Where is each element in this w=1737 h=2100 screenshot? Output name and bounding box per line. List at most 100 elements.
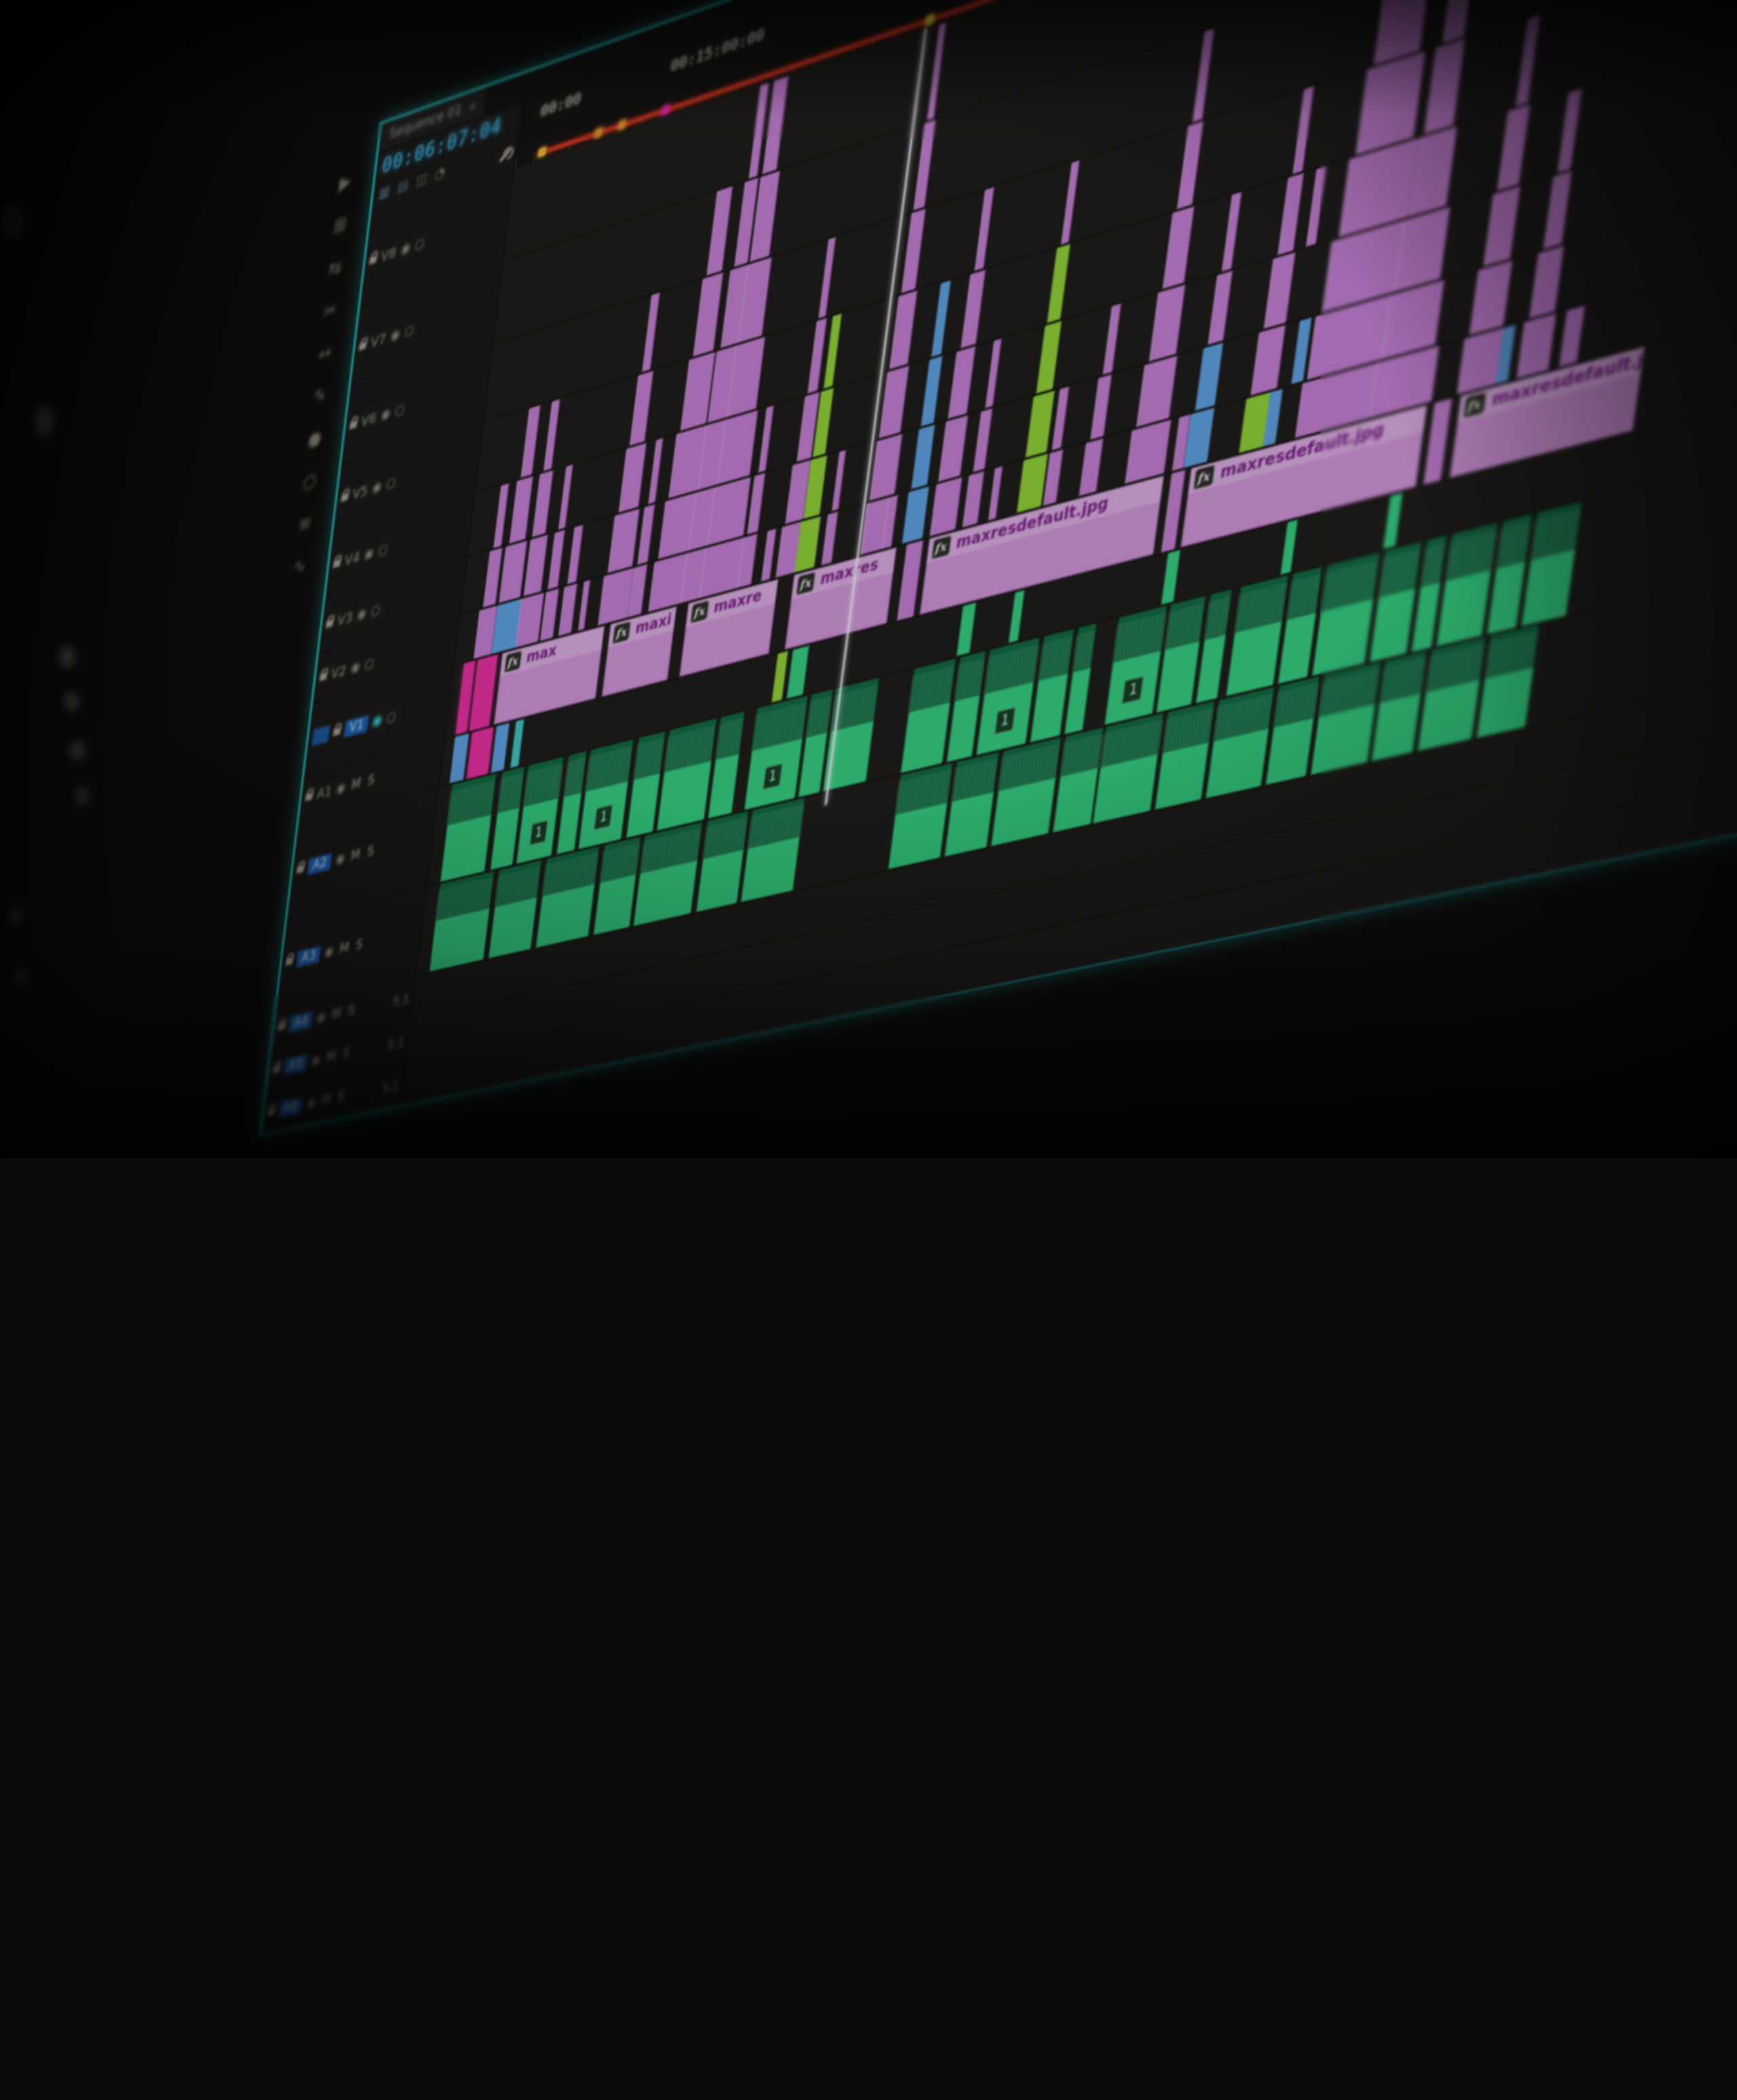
timeline-clip[interactable] [558,584,577,636]
timeline-clip[interactable] [1052,386,1070,451]
timeline-clip[interactable]: 1 [577,739,634,849]
toggle-sync-lock-icon[interactable]: ○ [385,474,397,493]
mute-button[interactable]: M [330,1006,342,1023]
timeline-clip[interactable] [932,280,951,357]
timeline-clip[interactable] [633,822,703,926]
timeline-clip[interactable] [1305,166,1327,247]
timeline-clip[interactable] [1277,172,1305,255]
timeline-clip[interactable] [1221,191,1242,272]
timeline-clip[interactable] [921,356,942,427]
timeline-clip[interactable] [938,415,969,482]
mute-button[interactable]: M [320,1091,332,1109]
timeline-clip[interactable] [927,22,947,121]
timeline-clip[interactable] [1025,390,1055,458]
solo-button[interactable]: S [366,843,375,860]
toggle-sync-lock-icon[interactable]: ○ [385,708,398,726]
timeline-clip[interactable] [466,727,494,779]
timeline-clip[interactable] [1280,519,1298,575]
timeline-clip[interactable] [1205,687,1276,799]
track-lock-icon[interactable] [305,792,313,801]
timeline-settings-wrench-icon[interactable] [499,148,512,164]
track-meter-icon[interactable]: ◉ [310,1052,322,1069]
timeline-clip[interactable] [1208,270,1234,345]
track-target-badge[interactable]: A3 [296,945,322,968]
track-lock-icon[interactable] [272,1065,281,1073]
timeline-clip[interactable] [831,450,847,512]
fx-badge-icon[interactable]: fx [503,650,522,674]
timeline-clip[interactable] [818,237,836,319]
timeline-clip[interactable] [577,579,591,631]
track-lock-icon[interactable] [332,558,341,568]
timeline-clip[interactable] [902,486,929,544]
timeline-clip[interactable] [1263,252,1296,329]
source-patch-badge[interactable] [311,725,330,746]
timeline-clip[interactable] [1515,15,1541,107]
toggle-track-output-icon[interactable]: ◉ [400,239,412,259]
timeline-clip[interactable] [532,470,554,537]
wave-tool-icon[interactable]: ∿ [292,553,307,579]
track-meter-icon[interactable]: ◉ [335,780,347,797]
solo-button[interactable]: S [355,936,364,954]
timeline-clip[interactable] [929,477,962,537]
timeline-clip[interactable] [758,405,774,473]
timeline-clip[interactable] [956,603,976,656]
track-lock-icon[interactable] [341,492,349,502]
sequence-marker[interactable] [617,119,626,131]
timeline-clip[interactable] [1542,170,1573,250]
timeline-clip[interactable] [973,408,993,472]
timeline-clip[interactable] [869,434,902,501]
timeline-clip[interactable] [1136,356,1179,427]
track-target-badge[interactable]: A6 [278,1096,303,1118]
toggle-track-output-icon[interactable]: ◉ [380,405,392,424]
timeline-clip[interactable] [991,737,1062,847]
timeline-clip[interactable] [771,651,788,703]
pen-tool-icon[interactable]: ✎ [312,383,328,409]
timeline-clip[interactable] [761,529,777,581]
timeline-clip[interactable] [961,269,986,349]
timeline-clip[interactable] [642,292,661,373]
track-lock-icon[interactable] [369,254,377,265]
timeline-clip[interactable] [1417,636,1487,751]
timeline-clip[interactable] [1424,38,1466,134]
fx-badge-icon[interactable]: fx [690,600,710,624]
timeline-clip[interactable] [510,719,524,768]
track-lock-icon[interactable] [326,619,334,628]
timeline-clip[interactable] [1476,624,1540,738]
track-target-badge[interactable]: A4 [288,1011,313,1033]
timeline-clip[interactable] [1469,261,1512,335]
timeline-clip[interactable] [879,366,910,438]
solo-button[interactable]: S [366,772,376,790]
timeline-clip[interactable] [901,208,927,293]
timeline-clip[interactable] [693,272,724,357]
timeline-clip[interactable] [1008,590,1025,643]
track-lock-icon[interactable] [267,1107,275,1115]
mute-button[interactable]: M [325,1048,337,1066]
marker-icon[interactable]: ◫ [415,170,428,190]
track-lock-icon[interactable] [297,864,305,873]
timeline-clip[interactable] [887,763,953,869]
fx-badge-icon[interactable]: fx [1193,464,1216,491]
sequence-marker[interactable] [594,127,603,139]
timeline-clip[interactable] [1079,438,1104,496]
timeline-clip[interactable] [890,290,917,370]
timeline-clip[interactable] [1102,303,1122,375]
timeline-clip[interactable] [558,464,573,530]
timeline-clip[interactable] [988,466,1004,520]
toggle-sync-lock-icon[interactable]: ○ [394,400,406,419]
timeline-clip[interactable] [1424,398,1453,485]
fx-badge-icon[interactable]: fx [612,621,632,645]
timeline-clip[interactable] [523,535,549,596]
track-lock-icon[interactable] [358,341,367,351]
timeline-clip[interactable] [1516,313,1557,379]
timeline-clip[interactable] [1529,246,1565,319]
timeline-clip[interactable] [440,774,497,882]
type-tool-icon[interactable]: ≡ [297,511,313,537]
timeline-clip[interactable] [493,483,510,548]
timeline-clip[interactable] [1292,86,1314,174]
timeline-clip[interactable] [1310,662,1381,776]
timeline-clip[interactable] [449,733,470,784]
timeline-clip[interactable] [548,530,565,590]
snap-icon[interactable]: ▦ [377,183,391,203]
timeline-clip[interactable] [567,524,584,584]
track-select-tool-icon[interactable]: ⊞ [332,212,348,238]
